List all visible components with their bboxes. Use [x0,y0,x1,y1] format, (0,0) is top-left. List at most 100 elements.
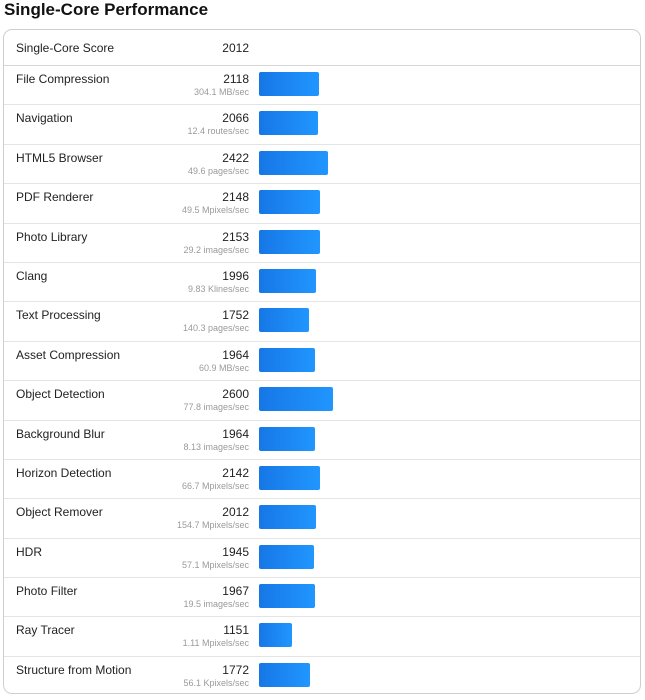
benchmark-row: Asset Compression 1964 60.9 MB/sec [4,342,640,382]
benchmark-row: Structure from Motion 1772 56.1 Kpixels/se… [4,657,640,693]
benchmark-score: 1964 [222,426,249,441]
row-divider [4,537,640,539]
benchmark-score: 2012 [222,505,249,520]
benchmark-name: Object Remover [16,505,103,520]
benchmark-score: 2148 [222,190,249,205]
summary-label: Single-Core Score [16,41,115,55]
benchmark-rate: 49.6 pages/sec [187,165,249,176]
row-divider [4,340,640,342]
benchmark-row: HDR 1945 57.1 Mpixels/sec [4,539,640,579]
benchmark-rate: 154.7 Mpixels/sec [176,520,249,531]
benchmark-score: 2600 [222,387,249,402]
benchmark-score: 2153 [222,229,249,244]
benchmark-bar [259,426,315,451]
benchmark-card: Single-Core Score 2012 File Compression 2… [3,29,641,694]
benchmark-rate: 8.13 images/sec [183,441,249,452]
benchmark-bar [259,111,318,136]
benchmark-name: PDF Renderer [16,190,94,205]
benchmark-score: 1964 [222,347,249,362]
benchmark-score: 2118 [223,72,249,86]
benchmark-score: 2142 [222,465,249,480]
benchmark-name: Background Blur [16,426,105,441]
benchmark-bar [259,308,309,333]
row-divider [4,104,640,106]
summary-row: Single-Core Score 2012 [4,30,640,66]
benchmark-rate: 12.4 routes/sec [187,126,249,137]
benchmark-bar [259,544,314,569]
benchmark-rate: 140.3 pages/sec [182,323,249,334]
benchmark-bar [259,229,320,254]
benchmark-bar [259,268,316,293]
benchmark-bar [259,623,292,648]
benchmark-rate: 29.2 images/sec [183,244,249,255]
benchmark-rate: 304.1 MB/sec [193,87,249,97]
benchmark-row: Clang 1996 9.83 Klines/sec [4,263,640,303]
benchmark-bar [259,387,333,412]
row-divider [4,655,640,657]
benchmark-score: 1772 [222,662,249,677]
benchmark-score: 1752 [222,308,249,323]
benchmark-row: Ray Tracer 1151 1.11 Mpixels/sec [4,617,640,657]
benchmark-name: Text Processing [16,308,101,323]
benchmark-bar [259,465,320,490]
summary-score: 2012 [222,41,249,55]
row-divider [4,458,640,460]
benchmark-rate: 66.7 Mpixels/sec [181,480,249,491]
benchmark-row: File Compression 2118 304.1 MB/sec [4,66,640,106]
benchmark-bar [259,150,328,175]
benchmark-row: Object Remover 2012 154.7 Mpixels/sec [4,499,640,539]
benchmark-name: Ray Tracer [16,623,75,638]
row-divider [4,380,640,382]
row-divider [4,419,640,421]
benchmark-name: Clang [16,268,48,283]
benchmark-list: File Compression 2118 304.1 MB/sec Navigati… [4,66,640,693]
benchmark-score: 1945 [222,544,249,559]
benchmark-rate: 49.5 Mpixels/sec [181,205,249,216]
benchmark-score: 1151 [223,623,249,638]
benchmark-score: 2422 [222,150,249,165]
benchmark-rate: 56.1 Kpixels/sec [183,677,249,688]
benchmark-score: 1967 [222,584,249,599]
row-divider [4,498,640,500]
benchmark-bar [259,190,320,215]
benchmark-bar [259,505,316,530]
row-divider [4,301,640,303]
row-divider [4,261,640,263]
page-title: Single-Core Performance [4,0,209,19]
benchmark-bar [259,72,319,96]
row-divider [4,616,640,618]
benchmark-bar [259,662,310,687]
benchmark-rate: 77.8 images/sec [183,402,249,413]
benchmark-name: Navigation [16,111,73,126]
benchmark-name: Photo Filter [16,584,78,599]
benchmark-score: 2066 [222,111,249,126]
benchmark-rate: 19.5 images/sec [183,599,249,610]
benchmark-row: PDF Renderer 2148 49.5 Mpixels/sec [4,184,640,224]
benchmark-name: Asset Compression [16,347,121,362]
benchmark-name: HDR [16,544,42,559]
row-divider [4,183,640,185]
benchmark-name: File Compression [16,72,110,86]
benchmark-name: Horizon Detection [16,465,112,480]
benchmark-name: Object Detection [16,387,105,402]
benchmark-row: Photo Filter 1967 19.5 images/sec [4,578,640,618]
benchmark-score: 1996 [222,268,249,283]
benchmark-row: Object Detection 2600 77.8 images/sec [4,381,640,421]
row-divider [4,143,640,145]
benchmark-bar [259,347,315,372]
benchmark-row: Photo Library 2153 29.2 images/sec [4,224,640,263]
benchmark-row: Navigation 2066 12.4 routes/sec [4,105,640,145]
benchmark-rate: 57.1 Mpixels/sec [181,559,249,570]
benchmark-name: Structure from Motion [16,662,132,677]
benchmark-row: HTML5 Browser 2422 49.6 pages/sec [4,145,640,185]
benchmark-name: Photo Library [16,229,88,244]
benchmark-bar [259,584,315,609]
benchmark-rate: 1.11 Mpixels/sec [182,638,249,649]
benchmark-row: Background Blur 1964 8.13 images/sec [4,421,640,460]
benchmark-name: HTML5 Browser [16,150,103,165]
benchmark-row: Horizon Detection 2142 66.7 Mpixels/sec [4,460,640,500]
benchmark-row: Text Processing 1752 140.3 pages/sec [4,302,640,342]
benchmark-rate: 60.9 MB/sec [198,362,249,373]
row-divider [4,577,640,579]
benchmark-rate: 9.83 Klines/sec [187,283,249,294]
